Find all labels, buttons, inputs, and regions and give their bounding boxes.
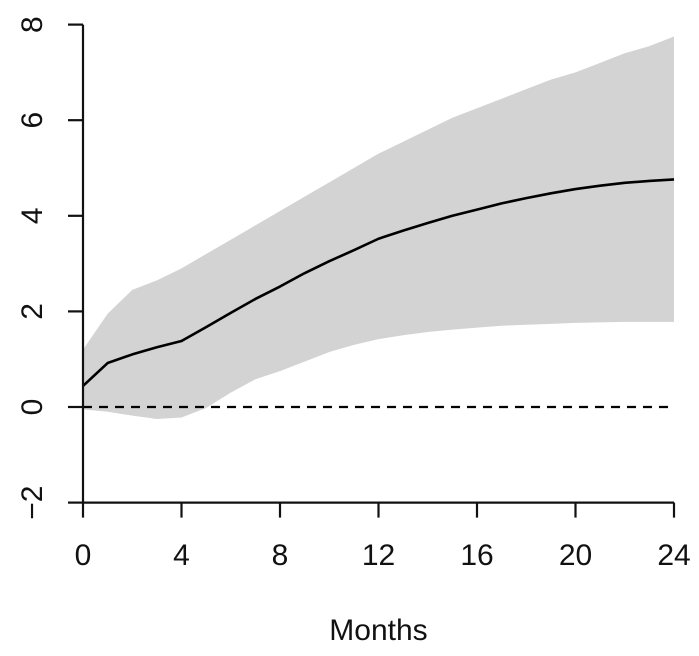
x-tick-label: 8	[272, 539, 289, 572]
y-tick-label: 4	[16, 207, 49, 224]
y-ticks: −2 0 2 4 6 8	[16, 16, 83, 520]
response-line	[82, 178, 675, 387]
x-tick-label: 0	[75, 539, 92, 572]
x-tick-label: 24	[657, 539, 690, 572]
confidence-band	[83, 36, 674, 419]
y-tick-label: 0	[16, 399, 49, 416]
y-tick-label: 2	[16, 303, 49, 320]
x-axis: 0 4 8 12 16 20 24	[75, 501, 691, 572]
x-axis-title: Months	[329, 614, 427, 647]
x-tick-label: 16	[460, 539, 493, 572]
x-tick-label: 4	[173, 539, 190, 572]
x-tick-label: 12	[362, 539, 395, 572]
x-ticks: 0 4 8 12 16 20 24	[75, 502, 691, 572]
x-tick-label: 20	[559, 539, 592, 572]
y-tick-label: 6	[16, 112, 49, 129]
y-tick-label: 8	[16, 16, 49, 33]
y-tick-label: −2	[16, 485, 49, 519]
y-axis: −2 0 2 4 6 8	[16, 16, 85, 520]
